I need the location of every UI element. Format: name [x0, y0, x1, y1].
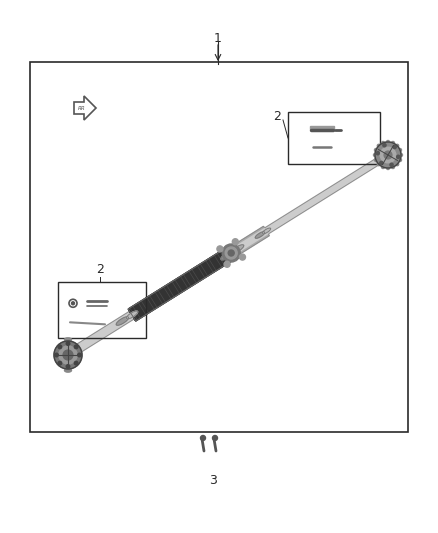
Circle shape	[380, 161, 383, 165]
Circle shape	[201, 435, 205, 440]
Circle shape	[374, 149, 378, 151]
Circle shape	[399, 158, 402, 161]
Circle shape	[74, 361, 78, 365]
Circle shape	[383, 143, 386, 147]
Text: 1: 1	[214, 31, 222, 44]
Circle shape	[396, 163, 399, 166]
Circle shape	[399, 149, 402, 151]
Ellipse shape	[116, 317, 129, 325]
Circle shape	[386, 141, 389, 143]
Circle shape	[63, 350, 73, 360]
Circle shape	[381, 141, 385, 144]
Circle shape	[390, 163, 393, 166]
Polygon shape	[128, 249, 232, 321]
Circle shape	[376, 151, 379, 155]
Circle shape	[55, 353, 58, 357]
Circle shape	[377, 163, 380, 166]
Circle shape	[240, 254, 245, 260]
Bar	[310, 126, 334, 129]
Circle shape	[71, 302, 74, 305]
Circle shape	[381, 166, 385, 168]
Polygon shape	[66, 311, 134, 359]
Circle shape	[386, 166, 389, 169]
Circle shape	[58, 361, 62, 365]
Polygon shape	[226, 229, 268, 257]
Ellipse shape	[262, 228, 271, 234]
Text: 2: 2	[96, 263, 104, 276]
Circle shape	[396, 144, 399, 147]
Circle shape	[66, 365, 70, 368]
Bar	[58, 282, 146, 338]
Circle shape	[377, 144, 380, 147]
Bar	[30, 62, 408, 432]
Ellipse shape	[221, 250, 235, 260]
Circle shape	[228, 250, 234, 256]
Circle shape	[374, 154, 377, 157]
Circle shape	[222, 244, 240, 262]
Circle shape	[224, 261, 230, 267]
Text: 3: 3	[209, 474, 217, 487]
Circle shape	[380, 147, 396, 163]
Circle shape	[58, 345, 62, 349]
Circle shape	[212, 435, 218, 440]
Polygon shape	[128, 249, 232, 321]
Bar	[288, 112, 380, 164]
Circle shape	[78, 353, 81, 357]
Circle shape	[225, 247, 237, 259]
Text: RR: RR	[78, 107, 86, 111]
Ellipse shape	[64, 338, 71, 341]
Circle shape	[54, 341, 82, 369]
Polygon shape	[128, 249, 232, 321]
Circle shape	[399, 154, 403, 157]
Circle shape	[217, 246, 223, 252]
Circle shape	[392, 166, 395, 168]
Circle shape	[232, 239, 238, 245]
Circle shape	[66, 342, 70, 345]
Circle shape	[374, 158, 378, 161]
Text: 2: 2	[273, 110, 281, 124]
Ellipse shape	[126, 311, 138, 319]
Circle shape	[397, 155, 400, 158]
Circle shape	[384, 151, 392, 159]
Circle shape	[392, 141, 395, 144]
Polygon shape	[129, 249, 231, 320]
Circle shape	[393, 146, 396, 149]
Polygon shape	[129, 251, 231, 320]
Circle shape	[74, 345, 78, 349]
Circle shape	[59, 346, 77, 364]
Polygon shape	[265, 152, 390, 234]
Circle shape	[375, 142, 401, 168]
Ellipse shape	[64, 369, 71, 372]
Ellipse shape	[255, 232, 265, 238]
Polygon shape	[225, 227, 269, 260]
Ellipse shape	[231, 245, 244, 253]
